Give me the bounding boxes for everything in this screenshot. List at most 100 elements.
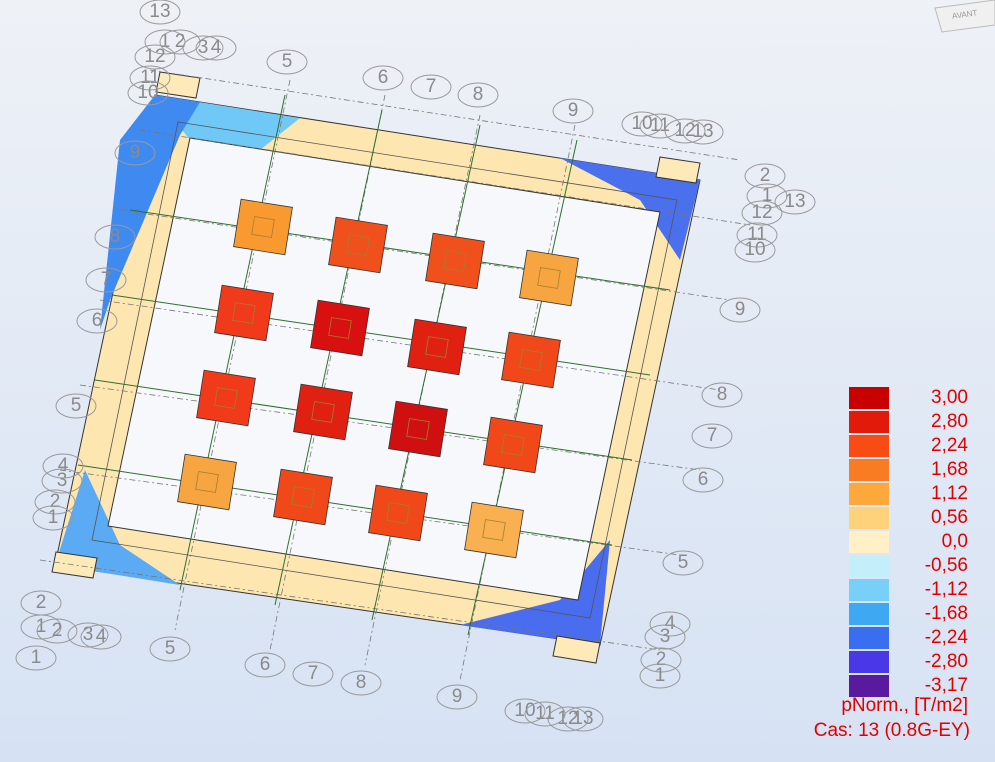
pad-column xyxy=(482,519,506,541)
foundation-pad xyxy=(519,249,579,307)
legend-label: 3,00 xyxy=(931,387,968,408)
axis-label: 12 xyxy=(751,202,772,223)
axis-bubble xyxy=(127,80,169,106)
axis-label: 5 xyxy=(282,51,293,72)
slab-edge xyxy=(91,121,678,619)
axis-label: 10 xyxy=(137,82,158,103)
legend-quantity: pNorm., [T/m2] xyxy=(841,695,968,716)
axis-bubble xyxy=(85,267,127,293)
axis-label: 2 xyxy=(656,649,667,670)
pad-column xyxy=(195,471,219,493)
legend-label: -1,12 xyxy=(925,579,968,600)
axis-label: 9 xyxy=(568,100,579,121)
axis-label: 1 xyxy=(31,647,42,668)
axis-bubble xyxy=(182,35,224,61)
foundation-pad xyxy=(388,400,448,458)
axis-bubble xyxy=(76,308,118,334)
legend-swatch xyxy=(849,675,889,697)
legend-label: -3,17 xyxy=(925,675,968,696)
axis-bubble xyxy=(244,652,286,678)
axis-bubble xyxy=(644,624,686,650)
view-cube-label[interactable]: AVANT xyxy=(951,8,978,20)
axis-bubble xyxy=(266,49,308,75)
legend-swatch xyxy=(849,387,889,409)
axis-label: 10 xyxy=(744,239,765,260)
legend-label: -1,68 xyxy=(925,603,968,624)
axis-label: 11 xyxy=(747,224,767,245)
axis-label: 1 xyxy=(655,665,666,686)
legend-swatch xyxy=(849,435,889,457)
legend-swatch xyxy=(849,483,889,505)
view-cube-face[interactable] xyxy=(934,0,995,33)
legend-swatch xyxy=(849,579,889,601)
axis-bubble xyxy=(410,74,452,100)
legend-label: 2,80 xyxy=(931,411,968,432)
axis-label: 3 xyxy=(660,626,671,647)
legend-swatch xyxy=(849,507,889,529)
axis-label: 2 xyxy=(50,491,61,512)
axis-label: 13 xyxy=(692,121,713,142)
axis-bubble xyxy=(149,636,191,662)
legend-swatch xyxy=(849,603,889,625)
pad-column xyxy=(537,267,561,289)
axis-bubble xyxy=(741,200,783,226)
view-cube[interactable]: AVANT xyxy=(934,0,995,33)
axis-label: 1 xyxy=(48,507,59,528)
foundation-pad xyxy=(328,216,388,274)
axis-bubble xyxy=(436,684,478,710)
axis-label: 3 xyxy=(57,470,68,491)
axis-label: 1 xyxy=(160,31,171,52)
axis-bubble xyxy=(664,118,706,144)
pad-surface xyxy=(464,501,524,559)
axis-label: 9 xyxy=(130,142,141,163)
stress-zone xyxy=(460,540,610,645)
axis-label: 8 xyxy=(717,384,728,405)
axis-label: 4 xyxy=(665,613,676,634)
pad-surface xyxy=(273,468,333,526)
axis-bubble xyxy=(340,670,382,696)
pad-surface xyxy=(368,484,428,542)
legend-swatch xyxy=(849,459,889,481)
legend-label: 1,68 xyxy=(931,459,968,480)
axis-label: 2 xyxy=(175,31,186,52)
axis-bubble xyxy=(129,65,171,91)
axis-label: 13 xyxy=(784,191,805,212)
axis-label: 11 xyxy=(535,703,555,724)
load-case: Cas: 13 (0.8G-EY) xyxy=(814,720,970,741)
axis-bubble xyxy=(552,98,594,124)
foundation-pad xyxy=(293,383,353,441)
axis-label: 7 xyxy=(308,663,319,684)
foundation-pad xyxy=(425,232,485,290)
axis-label: 8 xyxy=(473,84,484,105)
foundation-pad xyxy=(501,331,561,389)
axis-bubble xyxy=(457,82,499,108)
axis-bubble xyxy=(649,611,691,637)
axis-bubble xyxy=(640,647,682,673)
axis-bubble xyxy=(94,224,136,250)
axis-label: 12 xyxy=(674,120,695,141)
axis-label: 9 xyxy=(735,299,746,320)
axis-label: 3 xyxy=(83,624,94,645)
axis-label: 6 xyxy=(260,654,271,675)
axis-label: 2 xyxy=(760,165,771,186)
legend-label: 0,56 xyxy=(931,507,968,528)
axis-bubble xyxy=(744,163,786,189)
axis-label: 2 xyxy=(36,592,47,613)
foundation-pad xyxy=(483,416,543,474)
pad-column xyxy=(311,401,335,423)
axis-label: 1 xyxy=(762,185,773,206)
pad-surface xyxy=(310,299,370,357)
axis-label: 2 xyxy=(52,620,63,641)
axis-bubble xyxy=(292,661,334,687)
axis-label: 1 xyxy=(36,616,47,637)
pad-surface xyxy=(177,453,237,511)
legend-label: -2,80 xyxy=(925,651,968,672)
legend-swatch xyxy=(849,627,889,649)
legend-swatch xyxy=(849,531,889,553)
pad-surface xyxy=(196,369,256,427)
axis-label: 7 xyxy=(101,269,112,290)
axis-label: 9 xyxy=(452,686,463,707)
axis-label: 13 xyxy=(572,708,593,729)
axis-bubble xyxy=(32,505,74,531)
